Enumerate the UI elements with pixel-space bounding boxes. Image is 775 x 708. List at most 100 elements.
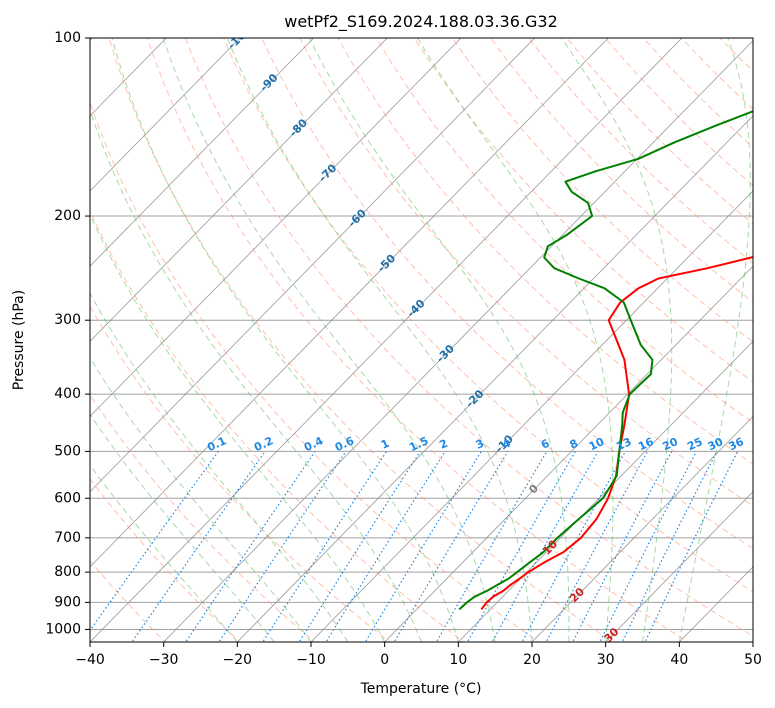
y-tick-label: 800	[54, 564, 81, 580]
dry-adiabat	[90, 305, 391, 642]
isotherm-line	[458, 340, 753, 642]
x-tick-label: 20	[523, 652, 541, 668]
isotherm-line	[163, 40, 753, 642]
mixing-ratio-line	[364, 451, 482, 642]
mixing-ratio-line	[185, 451, 316, 642]
mixing-ratio-line	[621, 451, 718, 642]
x-tick-label: −20	[223, 652, 253, 668]
x-tick-label: 0	[380, 652, 389, 668]
x-axis-ticks: −40 −30 −20 −10 0 10 20 30 40 50	[75, 642, 762, 668]
dry-adiabat	[490, 38, 753, 303]
mixing-ratio-label: 13	[614, 435, 633, 453]
y-tick-label: 1000	[45, 621, 81, 637]
isotherm-line	[90, 38, 388, 342]
mixing-ratio-label: 16	[636, 435, 656, 453]
y-tick-label: 500	[54, 443, 81, 459]
isotherm-line	[90, 38, 241, 192]
mixing-ratio-line	[435, 451, 548, 642]
isotherm-label: 40	[641, 660, 661, 680]
x-tick-label: 50	[744, 652, 762, 668]
y-tick-label: 700	[54, 530, 81, 546]
temperature-line	[480, 256, 753, 611]
x-axis-label: Temperature (°C)	[360, 681, 482, 697]
x-tick-label: 30	[597, 652, 615, 668]
mixing-ratio-line	[131, 451, 266, 642]
moist-adiabat	[308, 38, 570, 642]
dewpoint-line	[458, 110, 753, 611]
y-tick-label: 100	[54, 30, 81, 46]
isotherm-label: -90	[257, 71, 280, 94]
y-axis-label: Pressure (hPa)	[11, 290, 27, 390]
mixing-ratio-line	[218, 451, 347, 642]
moist-adiabat	[561, 38, 673, 642]
mixing-ratio-line	[325, 451, 446, 642]
mixing-ratio-label: 10	[587, 435, 607, 453]
isotherm-line	[679, 566, 753, 642]
isotherm-label: -30	[434, 342, 457, 365]
moist-adiabat-lines	[90, 38, 751, 642]
mixing-ratio-label: 1	[379, 437, 391, 452]
mixing-ratio-label: 36	[727, 435, 747, 453]
plot-frame	[89, 37, 754, 643]
dry-adiabat	[337, 38, 753, 465]
isotherm-line	[752, 641, 753, 642]
moist-adiabat	[90, 292, 349, 642]
mixing-ratio-label: 30	[706, 435, 726, 453]
dry-adiabat	[528, 38, 753, 264]
dry-adiabat	[146, 38, 690, 642]
moist-adiabat	[90, 357, 312, 642]
mixing-ratio-line	[90, 451, 219, 632]
mixing-ratio-line	[545, 451, 649, 642]
mixing-ratio-lines	[90, 451, 739, 642]
dry-adiabat	[108, 38, 615, 642]
x-tick-label: −30	[149, 652, 179, 668]
x-tick-label: −10	[296, 652, 326, 668]
dry-adiabat	[719, 38, 753, 72]
moist-adiabat	[90, 213, 386, 642]
x-tick-label: 40	[670, 652, 688, 668]
dry-adiabat	[452, 38, 753, 343]
mixing-ratio-label: 2	[437, 437, 449, 452]
moist-adiabat	[90, 464, 238, 642]
y-tick-label: 400	[54, 386, 81, 402]
dry-adiabat-lines	[90, 38, 775, 644]
mixing-ratio-line	[298, 451, 421, 642]
dry-adiabat	[758, 38, 775, 644]
isobar-grid	[90, 38, 753, 630]
moist-adiabat	[678, 38, 751, 642]
isotherm-line	[90, 38, 462, 418]
mixing-ratio-line	[521, 451, 626, 642]
sounding-series	[458, 110, 753, 611]
y-axis-ticks: 100 200 300 400 500 600 700 800 900 1000	[45, 30, 90, 637]
y-tick-label: 300	[54, 312, 81, 328]
isotherm-line	[384, 265, 753, 642]
dry-adiabat	[184, 38, 753, 637]
moist-adiabat	[90, 108, 422, 642]
dry-adiabat	[681, 38, 753, 110]
dry-adiabat	[90, 393, 316, 642]
dry-adiabat	[375, 38, 753, 424]
isotherm-line	[605, 491, 753, 642]
moist-adiabat	[162, 38, 496, 642]
dry-adiabat	[566, 38, 753, 225]
isotherm-line	[90, 38, 609, 568]
chart-title: wetPf2_S169.2024.188.03.36.G32	[284, 12, 558, 32]
x-tick-label: −40	[75, 652, 105, 668]
x-tick-label: 10	[449, 652, 467, 668]
mixing-ratio-line	[393, 451, 509, 642]
isotherm-lines	[90, 38, 753, 642]
y-tick-label: 200	[54, 208, 81, 224]
y-tick-label: 900	[54, 594, 81, 610]
mixing-ratio-line	[644, 451, 739, 642]
dry-adiabat	[223, 38, 753, 593]
isotherm-line	[90, 38, 535, 493]
mixing-ratio-label: 6	[539, 437, 552, 452]
isotherm-line	[90, 38, 314, 267]
dry-adiabat	[261, 38, 753, 550]
mixing-ratio-line	[262, 451, 388, 642]
mixing-ratio-label: 25	[685, 435, 704, 453]
isotherm-line	[237, 115, 753, 642]
dry-adiabat	[90, 478, 241, 642]
plot-area: -100-90-80-70-60-50-40-30-20-10010203040…	[90, 38, 775, 680]
